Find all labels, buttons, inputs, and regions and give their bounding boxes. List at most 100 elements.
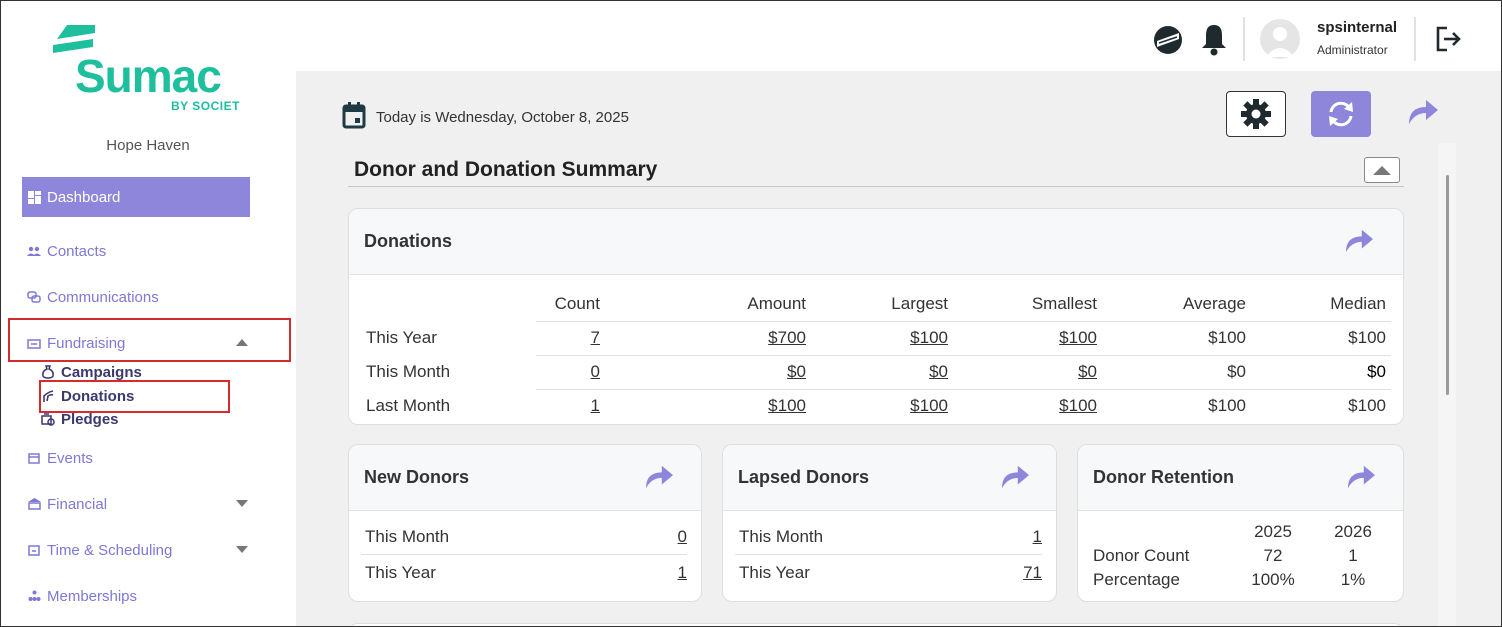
lapsed-donors-card: Lapsed Donors This Month 1 This Year 71 <box>722 444 1057 602</box>
smallest-link[interactable]: $0 <box>1078 362 1097 381</box>
largest-link[interactable]: $100 <box>910 328 948 347</box>
sumac-logo[interactable]: Sumac BY SOCIET <box>51 23 251 115</box>
sidebar-item-time-scheduling[interactable]: Time & Scheduling <box>22 530 250 570</box>
count-link[interactable]: 7 <box>590 328 600 347</box>
smallest-link[interactable]: $100 <box>1059 328 1097 347</box>
row-label: This Month <box>365 526 450 546</box>
new-donors-card: New Donors This Month 0 This Year 1 <box>348 444 702 602</box>
table-header-empty <box>361 287 536 321</box>
retention-value: 100% <box>1251 570 1295 589</box>
bell-icon[interactable] <box>1199 21 1229 57</box>
next-card-partial <box>348 623 1404 627</box>
sidebar-item-communications[interactable]: Communications <box>22 277 250 317</box>
average-value: $0 <box>1102 355 1251 390</box>
chevron-down-icon[interactable] <box>236 546 248 553</box>
dashboard-icon <box>26 190 42 204</box>
refresh-icon <box>1329 101 1353 127</box>
largest-link[interactable]: $0 <box>929 362 948 381</box>
share-button[interactable] <box>1406 97 1440 132</box>
value-link[interactable]: 71 <box>1023 563 1042 582</box>
value-link[interactable]: 1 <box>1032 526 1042 546</box>
sidebar-subitem-pledges[interactable]: Pledges <box>41 408 119 430</box>
value-link[interactable]: 1 <box>677 563 687 582</box>
section-divider <box>348 186 1404 187</box>
sidebar-item-memberships[interactable]: Memberships <box>22 576 250 616</box>
communications-icon <box>26 290 42 304</box>
retention-table: 2025 2026 Donor Count 72 1 Percentage 10… <box>1078 445 1403 601</box>
smallest-link[interactable]: $100 <box>1059 396 1097 416</box>
median-value: $100 <box>1348 396 1386 416</box>
sidebar-item-label: Fundraising <box>47 334 126 352</box>
sidebar-subitem-label: Donations <box>61 387 135 405</box>
average-value: $100 <box>1102 321 1251 356</box>
chevron-down-icon[interactable] <box>236 500 248 507</box>
share-button[interactable] <box>643 463 675 496</box>
share-arrow-icon <box>1345 229 1373 253</box>
list-item: This Year 71 <box>735 555 1042 591</box>
logout-icon[interactable] <box>1433 25 1463 53</box>
row-label: This Year <box>739 563 810 582</box>
share-arrow-icon <box>1409 100 1438 124</box>
share-button[interactable] <box>1343 227 1375 260</box>
user-name[interactable]: spsinternal <box>1317 19 1398 36</box>
share-arrow-icon <box>1347 465 1375 489</box>
row-label: Percentage <box>1093 570 1180 589</box>
list-item: This Month 1 <box>735 519 1042 555</box>
logo-wordmark: Sumac <box>75 50 222 102</box>
section-title: Donor and Donation Summary <box>354 158 658 181</box>
collapse-button[interactable] <box>1364 157 1400 183</box>
sidebar-item-label: Memberships <box>47 587 138 605</box>
column-header: Largest <box>811 287 953 322</box>
chevron-up-icon[interactable] <box>236 339 248 346</box>
donations-card: Donations Count Amount Largest Smallest … <box>348 208 1404 425</box>
logo-subtitle: BY SOCIET <box>171 99 240 113</box>
sidebar-subitem-label: Campaigns <box>61 363 142 381</box>
date-text: Today is Wednesday, October 8, 2025 <box>376 108 629 126</box>
row-label: Donor Count <box>1093 546 1190 565</box>
sidebar-item-label: Dashboard <box>47 188 121 206</box>
column-header: Average <box>1102 287 1251 322</box>
pledge-icon <box>41 412 57 426</box>
organization-name: Hope Haven <box>106 137 190 154</box>
sidebar-item-label: Time & Scheduling <box>47 541 173 559</box>
divider <box>1243 17 1245 61</box>
row-label: Last Month <box>366 396 451 415</box>
column-header: Median <box>1251 287 1391 322</box>
amount-link[interactable]: $0 <box>787 362 806 381</box>
table-header-row: Count Amount Largest Smallest Average Me… <box>361 287 1391 322</box>
sidebar-item-contacts[interactable]: Contacts <box>22 231 250 271</box>
share-button[interactable] <box>999 463 1031 496</box>
avatar[interactable] <box>1260 19 1300 59</box>
sidebar-item-fundraising[interactable]: Fundraising <box>22 323 250 363</box>
sidebar-item-dashboard[interactable]: Dashboard <box>22 177 250 217</box>
refresh-button[interactable] <box>1311 91 1371 137</box>
logo-mark-icon <box>53 25 95 53</box>
list-item: This Year 1 <box>361 555 687 591</box>
row-label: This Year <box>366 328 437 347</box>
divider <box>1414 17 1416 61</box>
memberships-icon <box>26 589 42 603</box>
count-link[interactable]: 1 <box>590 396 600 416</box>
count-link[interactable]: 0 <box>590 362 600 381</box>
column-header: Count <box>536 287 605 322</box>
amount-link[interactable]: $700 <box>768 328 806 347</box>
largest-link[interactable]: $100 <box>910 396 948 416</box>
date-display: Today is Wednesday, October 8, 2025 <box>342 101 629 133</box>
column-header: Amount <box>605 287 811 322</box>
sidebar-item-label: Contacts <box>47 242 107 260</box>
sidebar-subitem-donations[interactable]: Donations <box>41 385 134 407</box>
value-link[interactable]: 0 <box>677 526 687 546</box>
scrollbar-thumb[interactable] <box>1446 175 1449 395</box>
card-title: Lapsed Donors <box>738 467 870 487</box>
settings-button[interactable] <box>1226 91 1286 137</box>
sidebar-subitem-campaigns[interactable]: Campaigns <box>41 361 142 383</box>
globe-flag-icon[interactable] <box>1152 25 1184 55</box>
sidebar-item-events[interactable]: Events <box>22 438 250 478</box>
gear-icon <box>1241 99 1271 129</box>
card-header: Donor Retention <box>1078 445 1403 511</box>
sidebar-item-label: Financial <box>47 495 108 513</box>
sidebar: Sumac BY SOCIET Hope Haven Dashboard Con… <box>1 1 295 626</box>
sidebar-item-financial[interactable]: Financial <box>22 484 250 524</box>
share-button[interactable] <box>1345 463 1377 496</box>
amount-link[interactable]: $100 <box>768 396 806 416</box>
